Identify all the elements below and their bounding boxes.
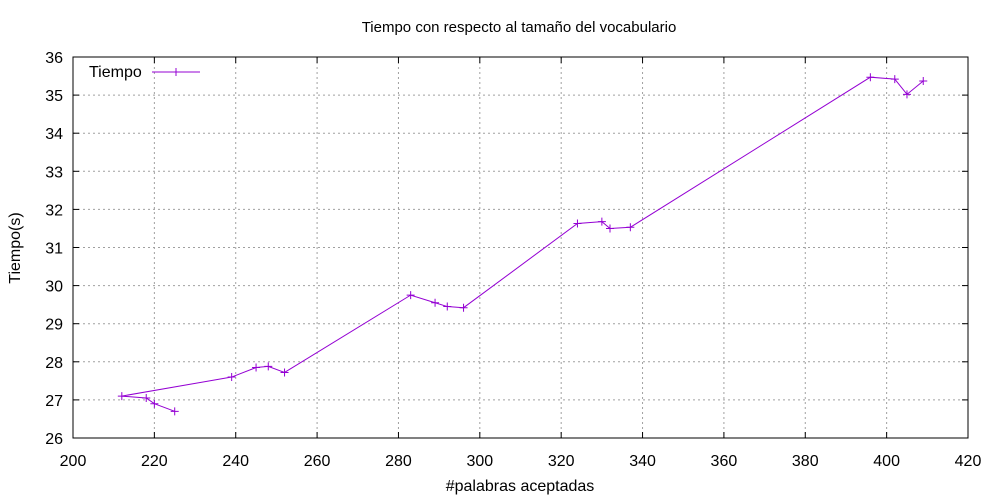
data-point: [170, 407, 179, 416]
data-point: [227, 373, 236, 382]
data-point: [252, 363, 261, 372]
data-point: [431, 298, 440, 307]
data-point: [606, 224, 614, 233]
data-point: [890, 75, 899, 84]
legend-label: Tiempo: [89, 64, 142, 81]
x-tick-label: 420: [955, 453, 982, 470]
data-point: [280, 368, 289, 377]
x-tick-label: 220: [141, 453, 168, 470]
y-tick-label: 26: [45, 431, 63, 448]
data-point: [264, 362, 273, 371]
data-point: [117, 392, 126, 401]
data-point: [150, 399, 159, 408]
x-tick-label: 320: [548, 453, 575, 470]
y-tick-label: 33: [45, 164, 63, 181]
data-point: [459, 303, 468, 312]
x-tick-label: 200: [60, 453, 87, 470]
data-point: [597, 217, 606, 226]
data-point: [866, 73, 875, 82]
axis-ticks: 200 220 240 260 280 300 320 340 360 380 400 420 26 27…: [45, 50, 981, 470]
y-tick-label: 29: [45, 317, 63, 334]
y-axis-label: Tiempo(s): [7, 212, 24, 283]
y-tick-label: 31: [45, 241, 63, 258]
data-point: [406, 291, 415, 300]
data-point: [626, 223, 635, 232]
legend: Tiempo: [89, 64, 200, 81]
data-point: [142, 393, 151, 402]
data-point: [919, 77, 928, 86]
grid-lines: [73, 57, 968, 438]
chart-title: Tiempo con respecto al tamaño del vocabu…: [362, 19, 677, 36]
x-axis-label: #palabras aceptadas: [446, 478, 595, 495]
series-line: [121, 76, 924, 412]
x-tick-label: 340: [629, 453, 656, 470]
x-tick-label: 360: [711, 453, 738, 470]
x-tick-label: 240: [222, 453, 249, 470]
y-tick-label: 36: [45, 50, 63, 67]
legend-marker: [172, 68, 180, 76]
series-layer: [117, 73, 928, 416]
x-tick-label: 280: [385, 453, 412, 470]
data-point: [443, 302, 452, 311]
y-tick-label: 32: [45, 202, 63, 219]
y-tick-label: 27: [45, 393, 63, 410]
x-tick-label: 380: [792, 453, 819, 470]
data-point: [573, 219, 582, 228]
y-tick-label: 34: [45, 126, 63, 143]
y-tick-label: 30: [45, 279, 63, 296]
x-tick-label: 400: [873, 453, 900, 470]
y-tick-label: 35: [45, 88, 63, 105]
x-tick-label: 300: [466, 453, 493, 470]
x-tick-label: 260: [304, 453, 331, 470]
y-tick-label: 28: [45, 355, 63, 372]
data-point: [902, 90, 911, 99]
